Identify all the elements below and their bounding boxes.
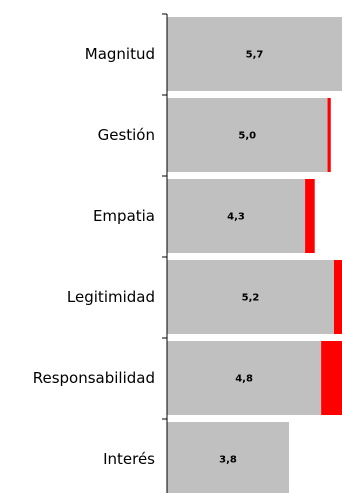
category-label: Empatia [93,207,155,225]
value-label: 3,8 [219,455,237,466]
bar-segment [167,179,306,253]
value-label: 4,3 [227,212,245,223]
bar-segment [167,17,342,91]
value-label: 5,0 [238,131,256,142]
bar-segment [167,260,334,334]
bar-segment [327,98,331,172]
bar-segment [321,341,342,415]
bar-segment [333,260,342,334]
value-label: 5,2 [242,293,260,304]
bar-segment [167,422,290,493]
value-label: 5,7 [246,50,264,61]
category-label: Gestión [98,126,155,144]
value-label: 4,8 [235,374,253,385]
bar-segment [305,179,315,253]
category-label: Magnitud [85,45,155,63]
bar-segment [167,341,322,415]
category-label: Responsabilidad [33,369,155,387]
category-label: Legitimidad [67,288,155,306]
bar-segment [167,98,328,172]
category-label: Interés [103,450,155,468]
